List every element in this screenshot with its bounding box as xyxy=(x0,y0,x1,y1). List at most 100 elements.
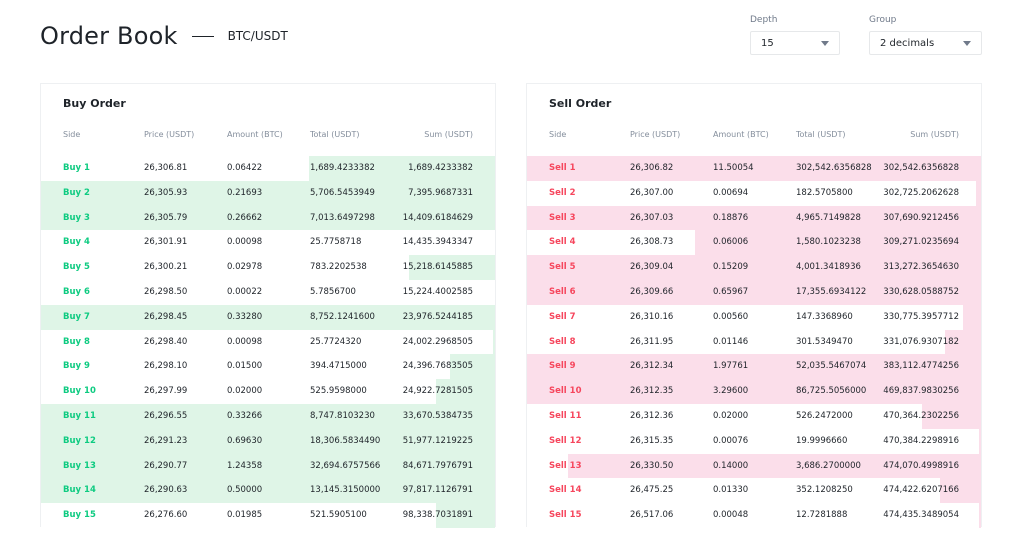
sell-order-row[interactable]: Sell 14 26,475.25 0.01330 352.1208250 474,42… xyxy=(527,478,981,504)
amount-cell: 3.29600 xyxy=(713,386,749,397)
buy-order-row[interactable]: Buy 10 26,297.99 0.02000 525.9598000 24,922.… xyxy=(41,379,495,404)
price-cell: 26,298.10 xyxy=(144,361,188,372)
amount-cell: 0.01330 xyxy=(713,485,749,496)
sell-order-row[interactable]: Sell 10 26,312.35 3.29600 86,725.5056000 469… xyxy=(527,379,981,404)
side-cell: Sell 2 xyxy=(549,187,576,198)
price-cell: 26,306.81 xyxy=(144,163,188,173)
side-cell: Sell 3 xyxy=(549,212,576,223)
amount-cell: 0.00098 xyxy=(227,237,263,248)
price-cell: 26,309.04 xyxy=(630,262,674,273)
buy-order-row[interactable]: Buy 5 26,300.21 0.02978 783.2202538 15,218.6… xyxy=(41,255,495,280)
depth-bar xyxy=(945,329,981,355)
side-cell: Buy 9 xyxy=(63,361,90,372)
sell-order-row[interactable]: Sell 13 26,330.50 0.14000 3,686.2700000 474,… xyxy=(527,453,981,479)
sum-cell: 474,422.6207166 xyxy=(883,485,959,496)
price-cell: 26,300.21 xyxy=(144,262,188,273)
sell-order-row[interactable]: Sell 1 26,306.82 11.50054 302,542.6356828 30… xyxy=(527,156,981,181)
side-cell: Buy 15 xyxy=(63,510,96,521)
buy-order-row[interactable]: Buy 3 26,305.79 0.26662 7,013.6497298 14,409… xyxy=(41,205,495,231)
amount-cell: 0.06422 xyxy=(227,163,263,173)
total-cell: 783.2202538 xyxy=(310,262,367,273)
total-cell: 19.9996660 xyxy=(796,435,848,446)
sell-order-panel: Sell Order Side Price (USDT) Amount (BTC… xyxy=(526,83,982,528)
sum-cell: 14,409.6184629 xyxy=(402,212,473,223)
price-cell: 26,298.45 xyxy=(144,311,188,322)
depth-bar xyxy=(940,478,981,504)
amount-cell: 0.00048 xyxy=(713,510,749,521)
group-select[interactable]: 2 decimals xyxy=(869,31,982,55)
side-cell: Buy 14 xyxy=(63,485,96,496)
total-cell: 32,694.6757566 xyxy=(310,460,381,471)
depth-bar xyxy=(922,403,981,429)
sell-order-row[interactable]: Sell 3 26,307.03 0.18876 4,965.7149828 307,6… xyxy=(527,205,981,231)
buy-order-row[interactable]: Buy 2 26,305.93 0.21693 5,706.5453949 7,395.… xyxy=(41,180,495,206)
depth-select[interactable]: 15 xyxy=(750,31,840,55)
total-cell: 8,752.1241600 xyxy=(310,311,375,322)
amount-cell: 0.69630 xyxy=(227,435,263,446)
total-cell: 86,725.5056000 xyxy=(796,386,867,397)
buy-order-row[interactable]: Buy 9 26,298.10 0.01500 394.4715000 24,396.7… xyxy=(41,354,495,380)
total-cell: 12.7281888 xyxy=(796,510,848,521)
sum-cell: 23,976.5244185 xyxy=(402,311,473,322)
sell-order-row[interactable]: Sell 11 26,312.36 0.02000 526.2472000 470,36… xyxy=(527,403,981,429)
sell-order-row[interactable]: Sell 8 26,311.95 0.01146 301.5349470 331,076… xyxy=(527,329,981,355)
price-cell: 26,291.23 xyxy=(144,435,188,446)
sum-cell: 309,271.0235694 xyxy=(883,237,959,248)
depth-value: 15 xyxy=(761,37,774,49)
col-header-total: Total (USDT) xyxy=(310,130,360,139)
sell-order-row[interactable]: Sell 15 26,517.06 0.00048 12.7281888 474,435… xyxy=(527,503,981,528)
depth-bar xyxy=(41,428,495,454)
amount-cell: 0.26662 xyxy=(227,212,263,223)
total-cell: 8,747.8103230 xyxy=(310,410,375,421)
price-cell: 26,308.73 xyxy=(630,237,674,248)
sell-order-row[interactable]: Sell 4 26,308.73 0.06006 1,580.1023238 309,2… xyxy=(527,230,981,256)
sum-cell: 33,670.5384735 xyxy=(402,410,473,421)
buy-order-row[interactable]: Buy 7 26,298.45 0.33280 8,752.1241600 23,976… xyxy=(41,304,495,330)
sell-order-row[interactable]: Sell 9 26,312.34 1.97761 52,035.5467074 383,… xyxy=(527,354,981,380)
buy-order-row[interactable]: Buy 1 26,306.81 0.06422 1,689.4233382 1,689.… xyxy=(41,156,495,181)
buy-order-row[interactable]: Buy 4 26,301.91 0.00098 25.7758718 14,435.39… xyxy=(41,230,495,255)
buy-order-row[interactable]: Buy 15 26,276.60 0.01985 521.5905100 98,338.… xyxy=(41,503,495,528)
amount-cell: 0.14000 xyxy=(713,460,749,471)
price-cell: 26,276.60 xyxy=(144,510,188,521)
price-cell: 26,301.91 xyxy=(144,237,188,248)
buy-order-row[interactable]: Buy 8 26,298.40 0.00098 25.7724320 24,002.29… xyxy=(41,329,495,355)
sell-order-row[interactable]: Sell 5 26,309.04 0.15209 4,001.3418936 313,2… xyxy=(527,255,981,280)
sum-cell: 474,070.4998916 xyxy=(883,460,959,471)
side-cell: Buy 2 xyxy=(63,187,90,198)
total-cell: 17,355.6934122 xyxy=(796,286,867,297)
price-cell: 26,307.03 xyxy=(630,212,674,223)
depth-bar xyxy=(527,205,981,231)
total-cell: 18,306.5834490 xyxy=(310,435,381,446)
price-cell: 26,311.95 xyxy=(630,336,674,347)
col-header-sum: Sum (USDT) xyxy=(424,130,473,139)
trading-pair: BTC/USDT xyxy=(227,29,288,43)
sell-order-row[interactable]: Sell 7 26,310.16 0.00560 147.3368960 330,775… xyxy=(527,304,981,330)
depth-bar xyxy=(568,453,981,479)
side-cell: Sell 14 xyxy=(549,485,582,496)
depth-bar xyxy=(527,156,981,181)
depth-bar xyxy=(436,503,495,528)
buy-order-row[interactable]: Buy 13 26,290.77 1.24358 32,694.6757566 84,6… xyxy=(41,453,495,479)
amount-cell: 0.00022 xyxy=(227,286,263,297)
buy-order-row[interactable]: Buy 6 26,298.50 0.00022 5.7856700 15,224.400… xyxy=(41,280,495,305)
sum-cell: 24,396.7683505 xyxy=(402,361,473,372)
sell-order-row[interactable]: Sell 6 26,309.66 0.65967 17,355.6934122 330,… xyxy=(527,279,981,305)
total-cell: 525.9598000 xyxy=(310,386,367,397)
buy-order-row[interactable]: Buy 12 26,291.23 0.69630 18,306.5834490 51,9… xyxy=(41,428,495,454)
sum-cell: 307,690.9212456 xyxy=(883,212,959,223)
depth-bar xyxy=(979,503,981,528)
sum-cell: 24,002.2968505 xyxy=(402,336,473,347)
buy-order-row[interactable]: Buy 14 26,290.63 0.50000 13,145.3150000 97,8… xyxy=(41,478,495,504)
sum-cell: 330,775.3957712 xyxy=(883,311,959,322)
sell-order-row[interactable]: Sell 2 26,307.00 0.00694 182.5705800 302,725… xyxy=(527,180,981,206)
total-cell: 352.1208250 xyxy=(796,485,853,496)
side-cell: Buy 10 xyxy=(63,386,96,397)
buy-order-panel: Buy Order Side Price (USDT) Amount (BTC)… xyxy=(40,83,496,528)
sum-cell: 331,076.9307182 xyxy=(883,336,959,347)
depth-bar xyxy=(695,230,981,256)
col-header-price: Price (USDT) xyxy=(144,130,195,139)
sum-cell: 469,837.9830256 xyxy=(883,386,959,397)
buy-order-row[interactable]: Buy 11 26,296.55 0.33266 8,747.8103230 33,67… xyxy=(41,403,495,429)
sell-order-row[interactable]: Sell 12 26,315.35 0.00076 19.9996660 470,384… xyxy=(527,428,981,454)
